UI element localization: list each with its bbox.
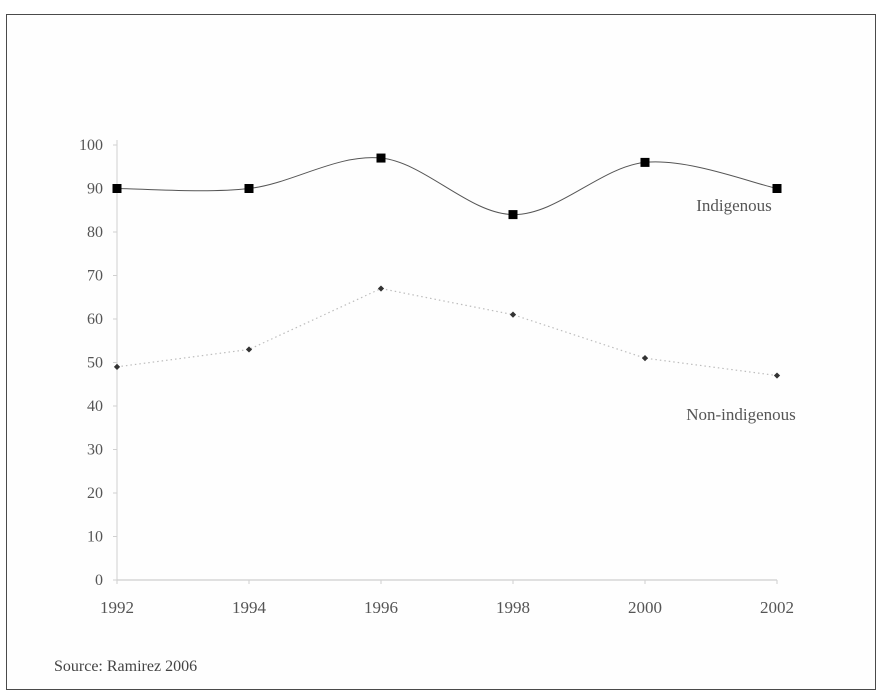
y-tick-label: 20 — [87, 485, 103, 502]
chart-frame — [6, 14, 876, 690]
series-labels: Indigenous Non-indigenous — [686, 196, 796, 424]
label-indigenous: Indigenous — [696, 196, 772, 215]
marker-non-indigenous — [245, 346, 253, 353]
y-tick-label: 70 — [87, 268, 103, 285]
source-note: Source: Ramirez 2006 — [54, 658, 198, 675]
y-tick-label: 60 — [87, 311, 103, 328]
marker-non-indigenous — [509, 311, 517, 318]
marker-indigenous — [508, 210, 518, 220]
x-tick-label: 2000 — [628, 598, 662, 617]
y-tick-label: 40 — [87, 398, 103, 415]
marker-indigenous — [244, 184, 254, 193]
marker-non-indigenous — [113, 363, 121, 370]
y-tick-label: 90 — [87, 181, 103, 198]
marker-indigenous — [112, 184, 122, 193]
marker-indigenous — [640, 157, 650, 167]
label-non-indigenous: Non-indigenous — [686, 405, 796, 424]
series-line-indigenous — [116, 157, 778, 216]
y-tick-label: 30 — [87, 442, 103, 459]
y-tick-label: 50 — [87, 355, 103, 372]
y-tick-label: 100 — [79, 137, 103, 154]
marker-non-indigenous — [773, 372, 781, 379]
series-line-non-indigenous — [116, 287, 778, 377]
x-tick-label: 1996 — [364, 598, 398, 617]
marker-non-indigenous — [377, 285, 385, 292]
x-tick-label: 1998 — [496, 598, 530, 617]
marker-non-indigenous — [641, 355, 649, 362]
series-lines — [116, 157, 778, 377]
x-tick-label: 2002 — [760, 598, 794, 617]
axes — [116, 140, 777, 581]
x-tick-label: 1994 — [232, 598, 267, 617]
series-markers — [112, 153, 782, 379]
x-axis-ticks: 1992 1994 1996 1998 2000 2002 — [100, 580, 794, 617]
x-tick-label: 1992 — [100, 598, 134, 617]
marker-indigenous — [772, 184, 782, 193]
y-tick-label: 10 — [87, 529, 103, 546]
marker-indigenous — [376, 153, 386, 163]
y-tick-label: 0 — [95, 572, 103, 589]
y-tick-label: 80 — [87, 224, 103, 241]
y-axis-ticks: 0 10 20 30 40 50 60 70 80 90 100 — [79, 137, 117, 589]
